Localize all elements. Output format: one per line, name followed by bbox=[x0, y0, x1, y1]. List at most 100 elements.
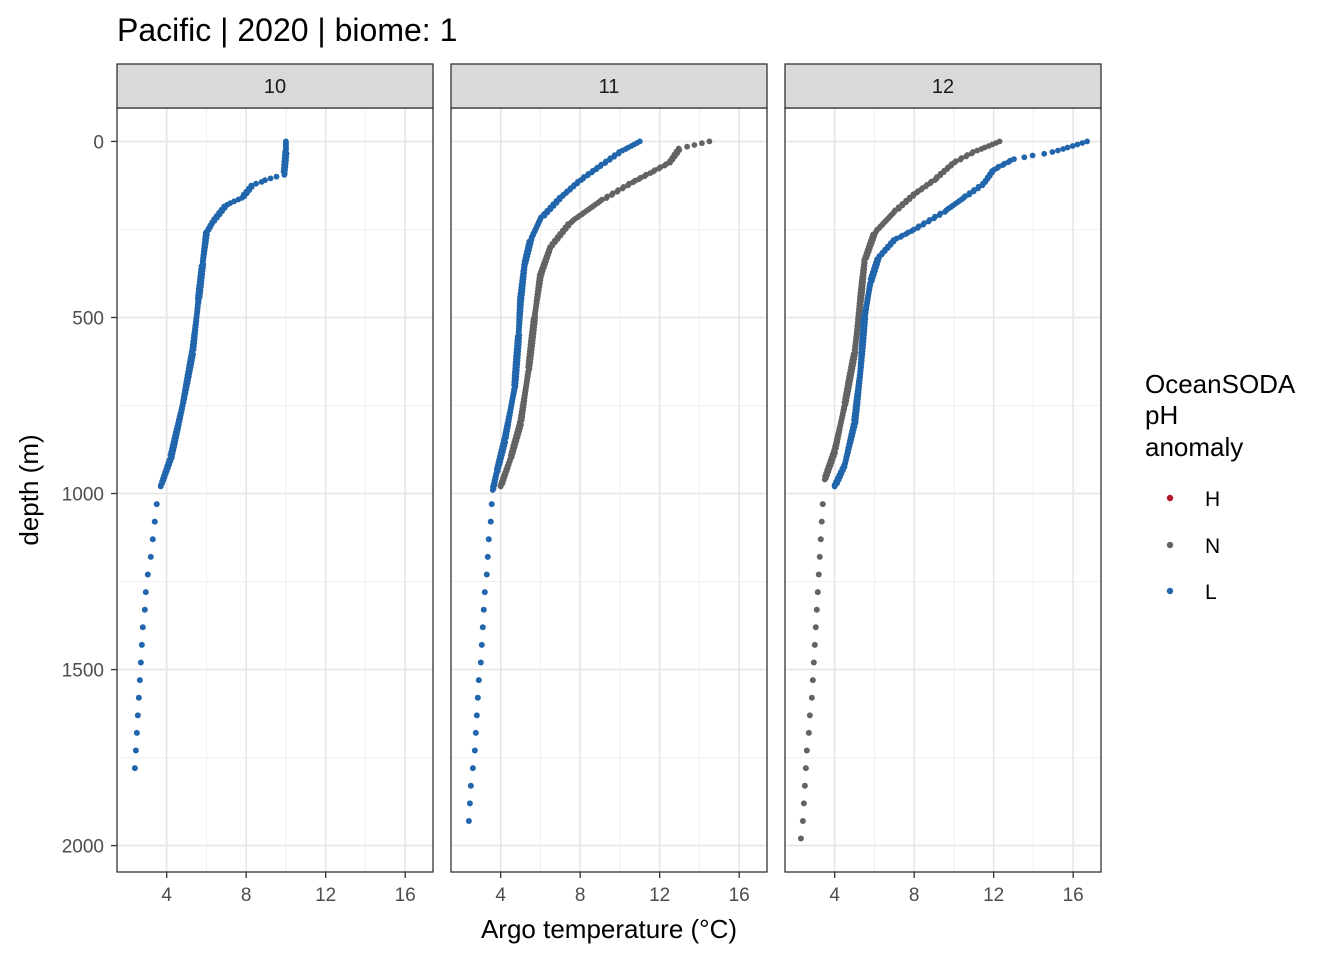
data-point bbox=[136, 695, 142, 701]
data-point bbox=[817, 554, 823, 560]
data-point bbox=[259, 179, 265, 185]
data-point bbox=[1055, 148, 1061, 154]
data-point bbox=[1079, 140, 1085, 146]
data-point bbox=[798, 836, 804, 842]
data-point bbox=[803, 765, 809, 771]
x-tick-label: 4 bbox=[161, 885, 172, 906]
data-point bbox=[282, 172, 288, 178]
data-point bbox=[809, 695, 815, 701]
data-point bbox=[143, 589, 149, 595]
y-tick-label: 0 bbox=[93, 132, 104, 153]
data-point bbox=[814, 607, 820, 613]
data-point bbox=[474, 712, 480, 718]
data-point bbox=[804, 748, 810, 754]
data-point bbox=[819, 519, 825, 525]
data-point bbox=[815, 589, 821, 595]
data-point bbox=[470, 765, 476, 771]
data-point bbox=[802, 783, 808, 789]
facet-panel-10: 104 8 12 16 bbox=[117, 64, 433, 906]
data-point bbox=[479, 642, 485, 648]
y-tick-label: 1000 bbox=[62, 485, 104, 506]
data-point bbox=[707, 139, 713, 145]
data-point bbox=[132, 765, 138, 771]
data-point bbox=[158, 484, 164, 490]
y-tick-label: 1500 bbox=[62, 661, 104, 682]
data-point bbox=[818, 536, 824, 542]
y-tick-label: 500 bbox=[72, 308, 104, 329]
facet-strip-label: 11 bbox=[599, 76, 620, 98]
legend-title-line-2: pH bbox=[1145, 400, 1178, 430]
data-point bbox=[482, 589, 488, 595]
x-tick-label: 8 bbox=[241, 885, 252, 906]
legend: OceanSODA pH anomaly HNL bbox=[1145, 369, 1296, 604]
data-point bbox=[467, 800, 473, 806]
data-point bbox=[699, 140, 705, 146]
data-point bbox=[472, 748, 478, 754]
x-tick-label: 8 bbox=[575, 885, 586, 906]
data-point bbox=[134, 730, 140, 736]
y-axis: 0 500 1000 1500 2000 bbox=[62, 132, 117, 857]
data-point bbox=[468, 783, 474, 789]
data-point bbox=[498, 484, 504, 490]
data-point bbox=[475, 695, 481, 701]
legend-key-H bbox=[1167, 495, 1173, 501]
chart-title: Pacific | 2020 | biome: 1 bbox=[117, 12, 457, 48]
x-tick-label: 12 bbox=[983, 885, 1004, 906]
data-point bbox=[466, 818, 472, 824]
data-point bbox=[1050, 149, 1056, 155]
facet-panel-11: 11 4 8 12 16 bbox=[451, 64, 767, 906]
data-point bbox=[154, 501, 160, 507]
facet-panel-12: 124 8 12 16 bbox=[785, 64, 1101, 906]
legend-key-N bbox=[1167, 542, 1173, 548]
data-point bbox=[485, 554, 491, 560]
data-point bbox=[478, 660, 484, 666]
data-point bbox=[800, 818, 806, 824]
data-point bbox=[481, 607, 487, 613]
data-point bbox=[813, 624, 819, 630]
x-tick-label: 16 bbox=[729, 885, 750, 906]
legend-title-line-1: OceanSODA bbox=[1145, 369, 1296, 399]
x-tick-label: 8 bbox=[909, 885, 920, 906]
data-point bbox=[137, 677, 143, 683]
legend-label-H: H bbox=[1205, 488, 1220, 511]
data-point bbox=[486, 536, 492, 542]
data-point bbox=[152, 519, 158, 525]
facet-strip-label: 10 bbox=[264, 76, 286, 98]
y-tick-label: 2000 bbox=[62, 837, 104, 858]
data-point bbox=[810, 677, 816, 683]
data-point bbox=[135, 712, 141, 718]
data-point bbox=[822, 477, 828, 483]
legend-key-L bbox=[1167, 588, 1173, 594]
data-point bbox=[476, 677, 482, 683]
data-point bbox=[480, 624, 486, 630]
data-point bbox=[145, 571, 151, 577]
data-point bbox=[692, 142, 698, 148]
legend-label-N: N bbox=[1205, 535, 1220, 558]
data-point bbox=[490, 487, 496, 493]
data-point bbox=[807, 712, 813, 718]
data-point bbox=[1041, 151, 1047, 157]
data-point bbox=[142, 607, 148, 613]
data-point bbox=[139, 642, 145, 648]
data-point bbox=[816, 571, 822, 577]
data-point bbox=[488, 519, 494, 525]
data-point bbox=[806, 730, 812, 736]
x-tick-label: 12 bbox=[315, 885, 336, 906]
data-point bbox=[484, 571, 490, 577]
data-point bbox=[138, 660, 144, 666]
x-tick-label: 4 bbox=[829, 885, 840, 906]
facet-panels: 10 4 8 12 16 11 4 8 12 16 12 4 8 12 16 bbox=[117, 64, 1101, 906]
data-point bbox=[1030, 153, 1036, 159]
legend-label-L: L bbox=[1205, 581, 1217, 604]
x-axis-title: Argo temperature (°C) bbox=[481, 914, 737, 944]
data-point bbox=[1060, 146, 1066, 152]
y-axis-title: depth (m) bbox=[14, 434, 44, 545]
data-point bbox=[820, 501, 826, 507]
data-point bbox=[274, 174, 280, 180]
data-point bbox=[1021, 154, 1027, 160]
data-point bbox=[801, 800, 807, 806]
data-point bbox=[812, 642, 818, 648]
data-point bbox=[133, 748, 139, 754]
data-point bbox=[811, 660, 817, 666]
